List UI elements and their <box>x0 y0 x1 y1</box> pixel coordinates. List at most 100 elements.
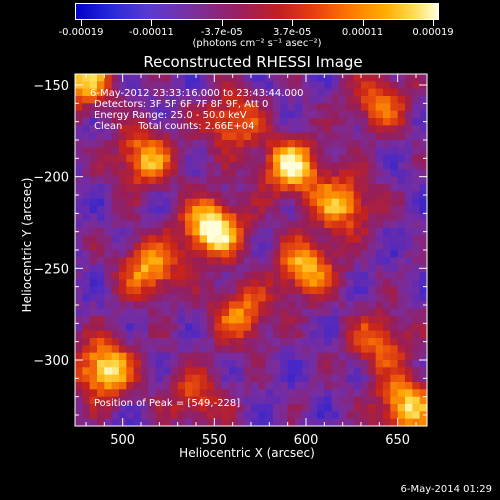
heatmap-cell <box>280 191 289 200</box>
heatmap-cell <box>361 198 369 207</box>
heatmap-cell <box>82 389 91 398</box>
heatmap-cell <box>368 404 377 412</box>
heatmap-cell <box>412 81 421 90</box>
heatmap-cell <box>119 110 127 119</box>
heatmap-cell <box>82 286 91 295</box>
heatmap-cell <box>155 206 164 214</box>
heatmap-cell <box>126 118 135 126</box>
heatmap-cell <box>221 228 230 236</box>
heatmap-cell <box>361 228 369 236</box>
heatmap-cell <box>361 338 369 346</box>
heatmap-cell <box>111 125 120 134</box>
heatmap-cell <box>177 330 186 339</box>
heatmap-cell <box>273 198 281 207</box>
heatmap-cell <box>170 411 179 420</box>
heatmap-cell <box>295 338 303 346</box>
heatmap-cell <box>397 235 406 244</box>
heatmap-cell <box>221 206 230 214</box>
heatmap-cell <box>368 213 377 222</box>
heatmap-cell <box>331 228 340 236</box>
heatmap-cell <box>243 110 252 119</box>
heatmap-cell <box>229 272 237 280</box>
heatmap-cell <box>331 235 340 244</box>
heatmap-cell <box>273 184 281 192</box>
heatmap-cell <box>405 404 413 412</box>
heatmap-cell <box>177 88 186 97</box>
heatmap-cell <box>82 279 91 288</box>
heatmap-cell <box>192 88 201 97</box>
heatmap-cell <box>397 257 406 266</box>
heatmap-cell <box>375 132 384 141</box>
heatmap-cell <box>375 242 384 251</box>
heatmap-cell <box>265 301 274 310</box>
heatmap-cell <box>361 118 369 126</box>
heatmap-cell <box>126 382 135 390</box>
heatmap-cell <box>317 360 325 368</box>
heatmap-cell <box>346 140 355 148</box>
heatmap-cell <box>258 88 267 97</box>
heatmap-cell <box>75 162 83 170</box>
heatmap-cell <box>199 286 208 295</box>
heatmap-cell <box>383 418 391 427</box>
heatmap-cell <box>368 323 377 332</box>
heatmap-cell <box>309 382 318 390</box>
heatmap-cell <box>119 103 127 112</box>
heatmap-cell <box>163 323 171 332</box>
heatmap-cell <box>375 272 384 280</box>
heatmap-cell <box>243 198 252 207</box>
heatmap-cell <box>82 323 91 332</box>
heatmap-cell <box>317 220 325 229</box>
heatmap-cell <box>295 110 303 119</box>
heatmap-cell <box>287 257 296 266</box>
heatmap-cell <box>111 213 120 222</box>
heatmap-cell <box>265 367 274 376</box>
heatmap-cell <box>221 213 230 222</box>
heatmap-cell <box>170 140 179 148</box>
heatmap-cell <box>221 264 230 273</box>
heatmap-cell <box>251 228 259 236</box>
heatmap-cell <box>412 132 421 141</box>
heatmap-cell <box>258 191 267 200</box>
heatmap-cell <box>185 338 193 346</box>
heatmap-cell <box>258 198 267 207</box>
heatmap-cell <box>97 140 105 148</box>
heatmap-cell <box>163 382 171 390</box>
heatmap-cell <box>243 272 252 280</box>
heatmap-cell <box>339 213 347 222</box>
heatmap-cell <box>119 140 127 148</box>
heatmap-cell <box>199 103 208 112</box>
heatmap-cell <box>214 374 223 383</box>
colorbar-tick <box>362 20 364 26</box>
heatmap-cell <box>148 316 157 324</box>
heatmap-cell <box>265 125 274 134</box>
heatmap-cell <box>192 118 201 126</box>
heatmap-cell <box>383 162 391 170</box>
heatmap-cell <box>192 396 201 405</box>
heatmap-cell <box>324 140 333 148</box>
heatmap-cell <box>361 323 369 332</box>
heatmap-cell <box>405 88 413 97</box>
heatmap-cell <box>141 125 149 134</box>
heatmap-cell <box>287 235 296 244</box>
heatmap-cell <box>368 316 377 324</box>
heatmap-cell <box>133 228 142 236</box>
heatmap-cell <box>287 88 296 97</box>
heatmap-cell <box>339 110 347 119</box>
heatmap-cell <box>273 147 281 156</box>
heatmap-cell <box>119 411 127 420</box>
heatmap-cell <box>75 176 83 185</box>
heatmap-cell <box>302 301 311 310</box>
heatmap-cell <box>141 345 149 354</box>
heatmap-cell <box>185 279 193 288</box>
heatmap-cell <box>148 88 157 97</box>
heatmap-cell <box>229 96 237 104</box>
heatmap-cell <box>397 81 406 90</box>
heatmap-cell <box>295 242 303 251</box>
heatmap-cell <box>302 132 311 141</box>
heatmap-cell <box>177 125 186 134</box>
heatmap-cell <box>177 132 186 141</box>
heatmap-cell <box>82 345 91 354</box>
heatmap-cell <box>295 213 303 222</box>
heatmap-cell <box>89 191 98 200</box>
heatmap-cell <box>258 352 267 361</box>
